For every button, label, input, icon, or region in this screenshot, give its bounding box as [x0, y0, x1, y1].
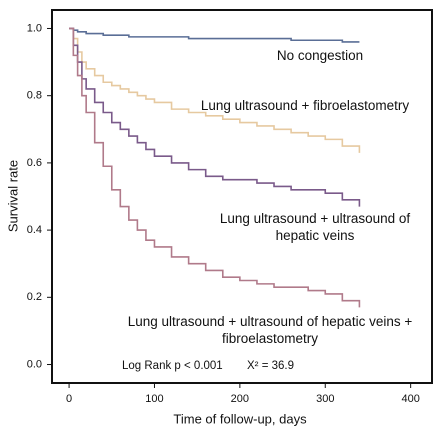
survival-curve: [69, 27, 361, 153]
x-tick-label: 200: [231, 393, 249, 405]
annotation: X² = 36.9: [247, 360, 294, 372]
survival-curve: [69, 27, 361, 207]
series-label: Lung ultrasound + ultrasound of hepatic …: [127, 314, 413, 346]
x-tick-label: 0: [66, 393, 72, 405]
x-tick-label: 100: [145, 393, 163, 405]
x-tick-label: 400: [401, 393, 419, 405]
survival-curve: [69, 27, 361, 308]
series-label: Lung ultrasound + fibroelastometry: [200, 98, 410, 113]
annotation: Log Rank p < 0.001: [122, 360, 223, 372]
y-tick-label: 0.6: [27, 157, 42, 169]
survival-curve: [69, 27, 360, 43]
y-tick-label: 0.4: [27, 224, 42, 236]
y-tick-label: 0.0: [27, 358, 42, 370]
x-axis-title: Time of follow-up, days: [173, 411, 307, 426]
plot-frame: [51, 9, 433, 384]
series-label: Lung ultrasound + ultrasound of hepatic …: [219, 211, 411, 243]
y-tick-label: 0.8: [27, 90, 42, 102]
y-tick-label: 1.0: [27, 22, 42, 34]
y-tick-label: 0.2: [27, 291, 42, 303]
y-axis-title: Survival rate: [5, 160, 20, 232]
series-label: No congestion: [276, 48, 364, 63]
x-tick-label: 300: [316, 393, 334, 405]
